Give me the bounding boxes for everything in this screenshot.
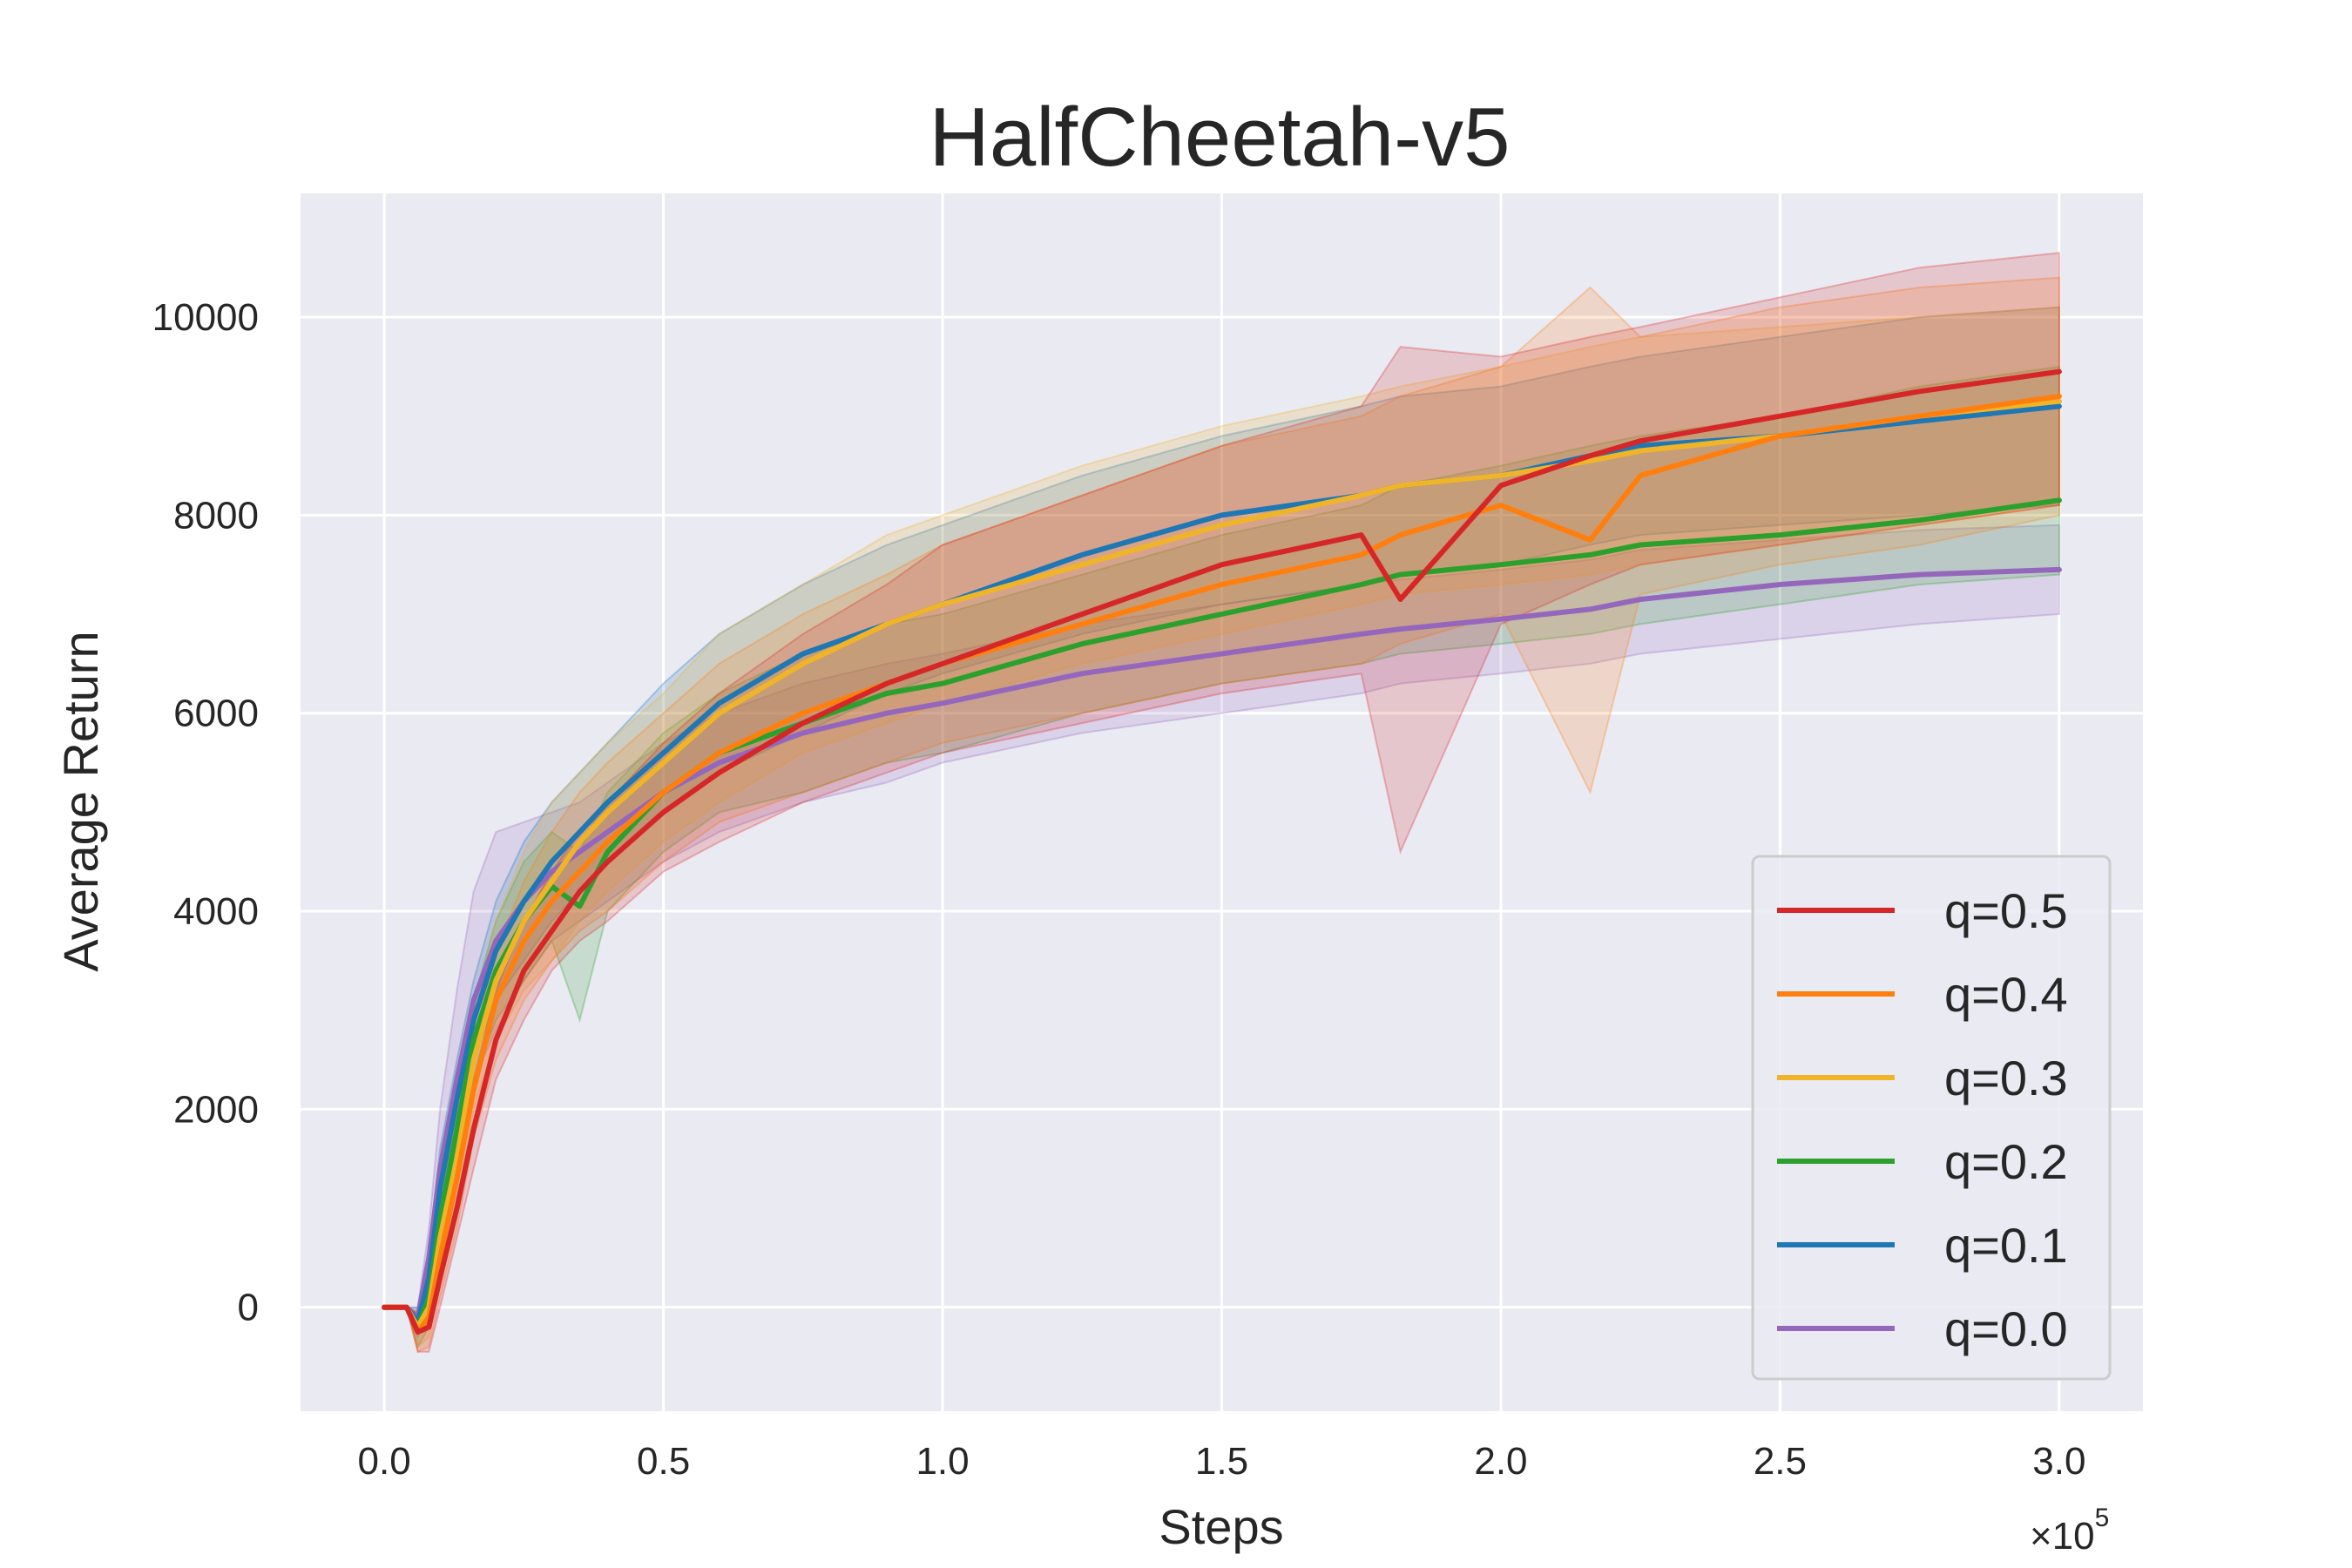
- x-axis-label: Steps: [1159, 1499, 1283, 1554]
- y-tick-label: 4000: [173, 890, 259, 933]
- legend-label: q=0.0: [1944, 1301, 2068, 1356]
- legend-label: q=0.3: [1944, 1051, 2068, 1105]
- series-line-q=0.0: [382, 566, 2062, 1320]
- legend-box: [1751, 855, 2112, 1381]
- x-tick-label: 1.5: [1195, 1440, 1248, 1483]
- confidence-band-q=0.2: [384, 365, 2060, 1349]
- legend-item: q=0.4: [1777, 967, 2068, 1022]
- y-tick-label: 10000: [152, 296, 259, 339]
- x-tick-label: 2.0: [1474, 1440, 1527, 1483]
- chart-title: HalfCheetah-v5: [929, 91, 1510, 184]
- legend-item: q=0.3: [1777, 1051, 2068, 1105]
- x-axis-multiplier-exponent: 5: [2095, 1504, 2110, 1532]
- y-axis-label: Average Return: [53, 631, 108, 971]
- x-tick-label: 0.5: [637, 1440, 690, 1483]
- x-tick-label: 0.0: [358, 1440, 411, 1483]
- legend: q=0.5 q=0.4 q=0.3 q=0.2 q=0.1 q=0.0: [1751, 855, 2112, 1381]
- series-lines: [382, 368, 2062, 1335]
- legend-item: q=0.2: [1777, 1134, 2068, 1189]
- x-tick-label: 1.0: [916, 1440, 969, 1483]
- y-tick-labels: 0 2000 4000 6000 8000 10000: [152, 296, 259, 1329]
- series-line-q=0.1: [382, 403, 2062, 1325]
- legend-label: q=0.5: [1944, 883, 2068, 938]
- legend-items: q=0.5 q=0.4 q=0.3 q=0.2 q=0.1 q=0.0: [1777, 883, 2068, 1356]
- legend-item: q=0.5: [1777, 883, 2068, 938]
- y-tick-label: 0: [238, 1287, 259, 1329]
- y-tick-label: 6000: [173, 693, 259, 735]
- y-tick-label: 2000: [173, 1088, 259, 1131]
- x-tick-label: 3.0: [2032, 1440, 2085, 1483]
- x-tick-label: 2.5: [1754, 1440, 1807, 1483]
- legend-label: q=0.4: [1944, 967, 2068, 1022]
- x-tick-labels: 0.0 0.5 1.0 1.5 2.0 2.5 3.0: [358, 1440, 2086, 1483]
- series-line-q=0.4: [382, 394, 2062, 1335]
- legend-item: q=0.0: [1777, 1301, 2068, 1356]
- legend-label: q=0.1: [1944, 1218, 2068, 1273]
- x-axis-multiplier: ×105: [2030, 1504, 2109, 1558]
- x-axis-multiplier-base: ×10: [2030, 1515, 2095, 1558]
- series-line-q=0.5: [382, 368, 2062, 1335]
- legend-label: q=0.2: [1944, 1134, 2068, 1189]
- y-tick-label: 8000: [173, 494, 259, 537]
- legend-item: q=0.1: [1777, 1218, 2068, 1273]
